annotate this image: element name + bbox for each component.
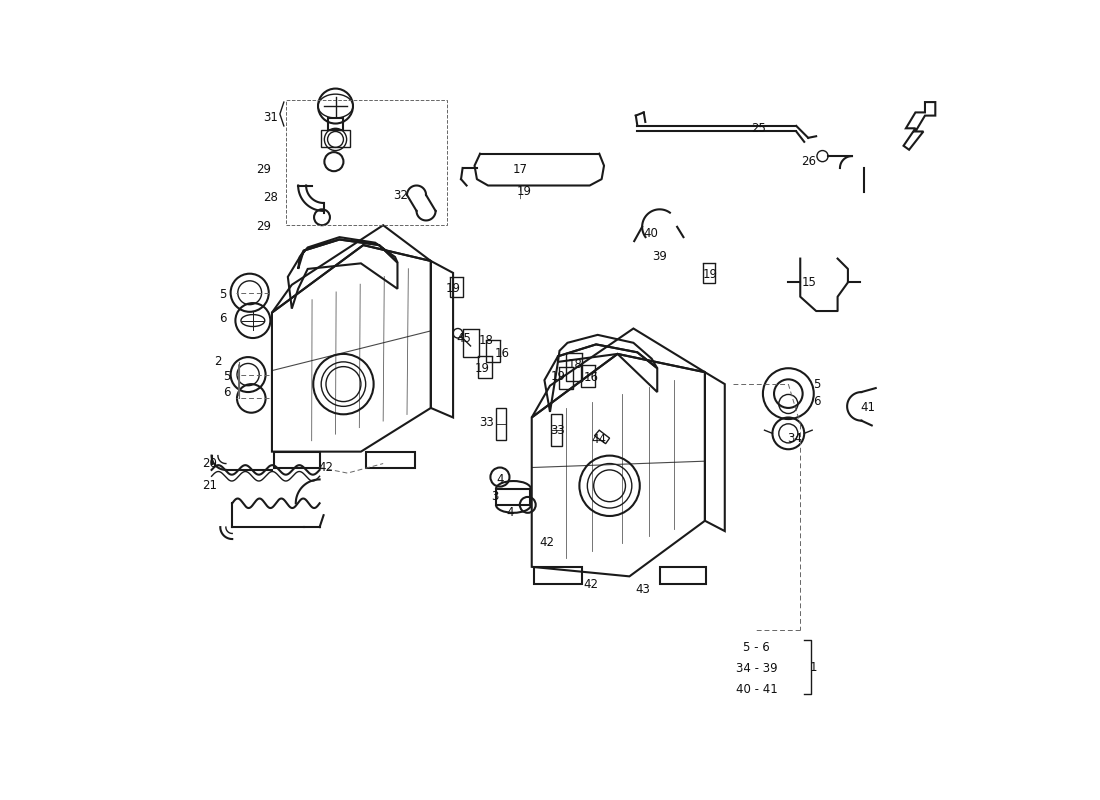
Text: 6: 6 [219,312,227,325]
Text: 19: 19 [446,282,461,295]
Text: 43: 43 [636,582,650,595]
Text: 33: 33 [480,416,494,429]
Text: 42: 42 [539,537,554,550]
Text: 26: 26 [801,155,816,168]
Text: 25: 25 [750,122,766,134]
Text: 39: 39 [652,250,667,263]
Text: 6: 6 [223,386,230,398]
Text: 2: 2 [214,355,222,368]
Text: 5: 5 [223,370,230,382]
Text: 40: 40 [644,226,658,240]
Text: 16: 16 [584,371,598,384]
Text: 1: 1 [810,662,817,674]
Text: 19: 19 [517,186,532,198]
Text: 34 - 39: 34 - 39 [736,662,778,675]
Text: 21: 21 [202,478,218,491]
Text: 18: 18 [568,358,583,370]
Text: 4: 4 [506,506,514,519]
Text: 18: 18 [478,334,494,347]
Text: 29: 29 [256,163,272,176]
Text: 16: 16 [495,347,509,361]
Text: 5: 5 [813,378,821,390]
Text: 19: 19 [703,268,718,281]
Text: 44: 44 [592,434,607,446]
Text: 34: 34 [788,432,802,445]
Text: 19: 19 [550,370,565,382]
Text: 28: 28 [263,191,278,204]
Text: 29: 29 [256,220,272,234]
Text: 5: 5 [219,288,227,301]
Text: 20: 20 [202,457,218,470]
Text: 15: 15 [802,276,816,289]
Text: 42: 42 [583,578,598,591]
Text: 19: 19 [475,362,490,374]
Text: 32: 32 [393,189,408,202]
Text: 17: 17 [513,163,528,176]
Text: 6: 6 [813,395,821,408]
Text: 4: 4 [496,473,504,486]
Text: 41: 41 [860,402,876,414]
Text: 5 - 6: 5 - 6 [744,642,770,654]
Text: 31: 31 [263,111,278,125]
Text: 33: 33 [551,424,565,437]
Text: 40 - 41: 40 - 41 [736,682,778,696]
Text: 3: 3 [491,490,498,503]
Text: 45: 45 [456,332,472,346]
Text: 42: 42 [319,461,333,474]
